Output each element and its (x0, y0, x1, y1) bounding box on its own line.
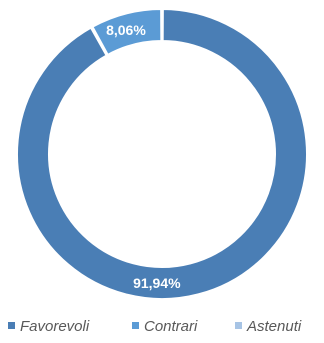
donut-chart-svg: 91,94% 8,06% (16, 7, 308, 300)
donut-slice-favorevoli (16, 7, 308, 300)
legend-label-astenuti: Astenuti (247, 318, 302, 335)
legend-label-favorevoli: Favorevoli (20, 318, 90, 335)
donut-slice-contrari (91, 7, 163, 57)
donut-chart: 91,94% 8,06% (16, 7, 308, 300)
legend-item-favorevoli: Favorevoli (8, 318, 89, 336)
legend-swatch-astenuti (235, 322, 242, 329)
donut-data-labels: 91,94% 8,06% (106, 22, 181, 291)
legend-swatch-contrari (132, 322, 139, 329)
legend-item-astenuti: Astenuti (235, 318, 301, 336)
donut-slices (16, 7, 308, 300)
chart-legend: Favorevoli Contrari Astenuti (0, 318, 324, 342)
data-label-contrari: 8,06% (106, 22, 146, 38)
data-label-favorevoli: 91,94% (133, 275, 181, 291)
legend-swatch-favorevoli (8, 322, 15, 329)
legend-label-contrari: Contrari (144, 318, 198, 335)
legend-item-contrari: Contrari (132, 318, 197, 336)
